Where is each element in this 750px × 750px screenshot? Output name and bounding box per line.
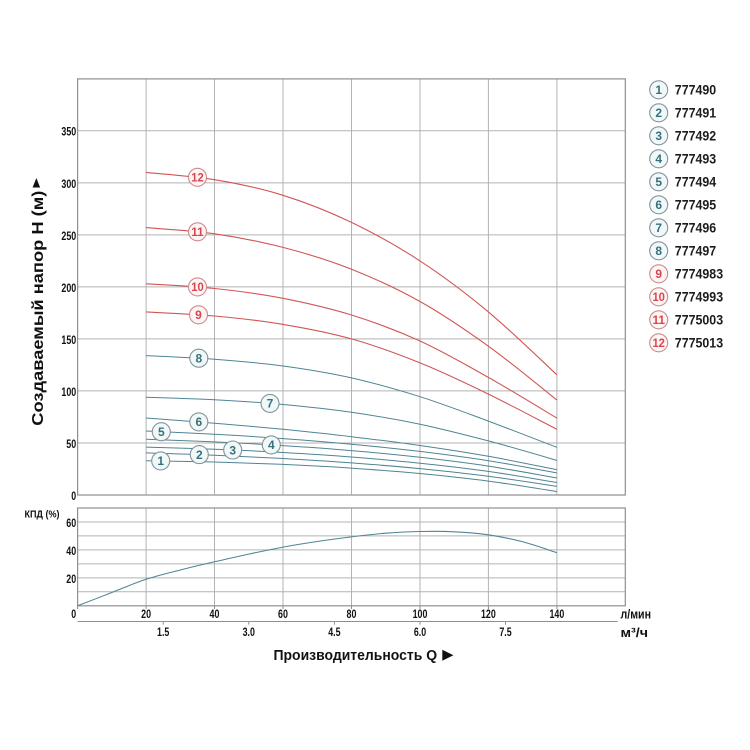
svg-text:5: 5 <box>158 425 165 439</box>
svg-text:100: 100 <box>413 607 428 621</box>
svg-text:3: 3 <box>655 129 662 143</box>
svg-text:7775003: 7775003 <box>675 313 724 328</box>
svg-text:7774983: 7774983 <box>675 267 724 282</box>
svg-text:7.5: 7.5 <box>499 625 512 639</box>
svg-text:7: 7 <box>655 221 662 235</box>
svg-text:120: 120 <box>481 607 496 621</box>
svg-text:11: 11 <box>191 225 204 239</box>
svg-text:10: 10 <box>652 290 665 304</box>
svg-text:777490: 777490 <box>675 83 716 98</box>
svg-text:7775013: 7775013 <box>675 336 724 351</box>
svg-text:300: 300 <box>61 177 76 191</box>
svg-text:777494: 777494 <box>675 175 717 190</box>
svg-text:8: 8 <box>195 352 202 366</box>
svg-text:777491: 777491 <box>675 106 717 121</box>
svg-text:250: 250 <box>61 229 76 243</box>
svg-text:350: 350 <box>61 125 76 139</box>
svg-text:л/мин: л/мин <box>621 607 652 621</box>
svg-text:60: 60 <box>278 607 288 621</box>
svg-text:777497: 777497 <box>675 244 716 259</box>
svg-text:7774993: 7774993 <box>675 290 724 305</box>
svg-text:12: 12 <box>191 171 204 185</box>
svg-text:80: 80 <box>347 607 357 621</box>
svg-text:0: 0 <box>71 607 76 621</box>
svg-text:777493: 777493 <box>675 152 717 167</box>
svg-text:50: 50 <box>66 437 76 451</box>
svg-text:КПД (%): КПД (%) <box>25 508 60 520</box>
svg-text:6: 6 <box>195 415 202 429</box>
svg-text:6.0: 6.0 <box>414 625 427 639</box>
svg-text:40: 40 <box>210 607 220 621</box>
svg-text:12: 12 <box>652 336 665 350</box>
svg-text:11: 11 <box>652 313 665 327</box>
svg-text:777496: 777496 <box>675 221 717 236</box>
svg-text:777495: 777495 <box>675 198 717 213</box>
svg-text:0: 0 <box>71 489 76 503</box>
svg-text:Создаваемый напор Н (м): Создаваемый напор Н (м) <box>30 191 47 426</box>
svg-text:200: 200 <box>61 281 76 295</box>
svg-text:100: 100 <box>61 385 76 399</box>
svg-text:м³/ч: м³/ч <box>621 626 649 640</box>
svg-text:9: 9 <box>655 267 662 281</box>
svg-text:40: 40 <box>66 544 76 558</box>
svg-text:4.5: 4.5 <box>328 625 341 639</box>
svg-text:6: 6 <box>655 198 662 212</box>
svg-text:2: 2 <box>655 106 662 120</box>
svg-text:3: 3 <box>229 443 236 457</box>
svg-text:9: 9 <box>195 308 202 322</box>
svg-text:10: 10 <box>191 280 204 294</box>
svg-text:5: 5 <box>655 175 662 189</box>
svg-text:20: 20 <box>66 572 76 586</box>
svg-text:2: 2 <box>196 448 203 462</box>
svg-text:777492: 777492 <box>675 129 716 144</box>
svg-text:140: 140 <box>550 607 565 621</box>
svg-text:1.5: 1.5 <box>157 625 170 639</box>
svg-text:60: 60 <box>66 516 76 530</box>
svg-text:150: 150 <box>61 333 76 347</box>
svg-text:4: 4 <box>268 438 275 452</box>
svg-text:Производительность Q: Производительность Q <box>273 648 437 664</box>
svg-text:1: 1 <box>157 454 164 468</box>
svg-text:20: 20 <box>141 607 151 621</box>
svg-text:4: 4 <box>655 152 662 166</box>
svg-text:8: 8 <box>655 244 662 258</box>
svg-text:1: 1 <box>655 83 662 97</box>
svg-text:3.0: 3.0 <box>243 625 256 639</box>
svg-text:7: 7 <box>267 397 274 411</box>
